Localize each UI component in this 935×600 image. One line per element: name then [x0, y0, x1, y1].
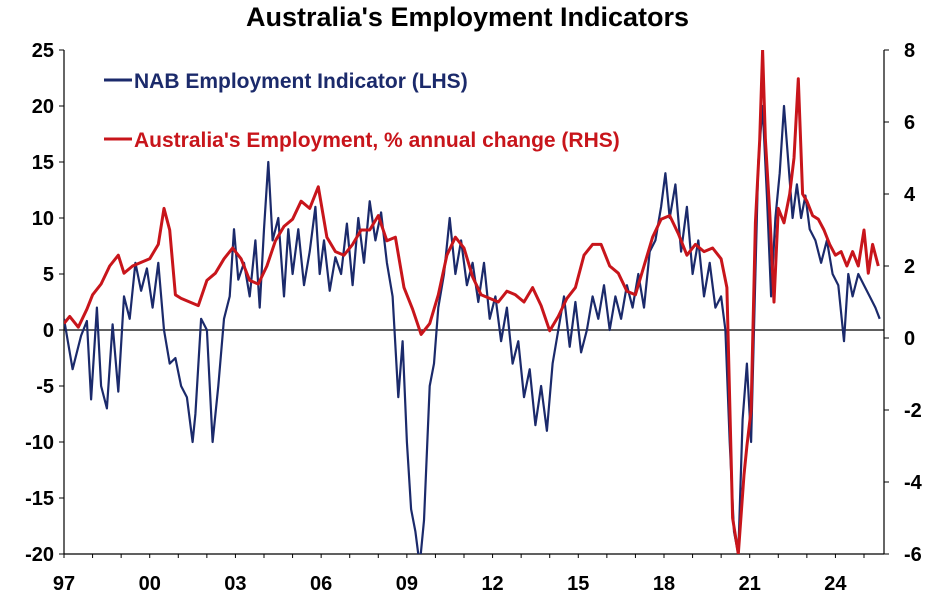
x-tick-label: 00	[139, 573, 161, 595]
left-tick-label: 5	[43, 264, 54, 286]
legend: NAB Employment Indicator (LHS) Australia'…	[104, 70, 620, 152]
right-tick-label: 4	[904, 184, 916, 206]
right-tick-label: -4	[904, 472, 923, 494]
right-tick-label: 8	[904, 40, 915, 62]
right-tick-label: 0	[904, 328, 915, 350]
left-tick-label: -20	[25, 544, 54, 566]
x-tick-label: 03	[224, 573, 246, 595]
left-tick-label: 0	[43, 320, 54, 342]
x-tick-label: 97	[53, 573, 75, 595]
x-tick-label: 15	[567, 573, 589, 595]
right-tick-label: -6	[904, 544, 922, 566]
series-line-employment	[64, 50, 880, 554]
chart-title: Australia's Employment Indicators	[245, 2, 690, 32]
left-tick-label: 20	[32, 96, 54, 118]
x-tick-label: 18	[653, 573, 675, 595]
left-tick-label: -10	[25, 432, 54, 454]
x-tick-label: 06	[310, 573, 332, 595]
x-tick-label: 24	[824, 573, 847, 595]
x-tick-label: 09	[396, 573, 418, 595]
x-tick-label: 21	[739, 573, 761, 595]
x-tick-label: 12	[481, 573, 503, 595]
legend-label: Australia's Employment, % annual change …	[134, 129, 620, 152]
legend-label: NAB Employment Indicator (LHS)	[134, 70, 468, 93]
left-tick-label: 25	[32, 40, 54, 62]
left-tick-label: 15	[32, 152, 54, 174]
right-tick-label: 6	[904, 112, 915, 134]
right-tick-label: 2	[904, 256, 915, 278]
left-tick-label: 10	[32, 208, 54, 230]
left-tick-label: -15	[25, 488, 54, 510]
left-tick-label: -5	[36, 376, 54, 398]
right-tick-label: -2	[904, 400, 922, 422]
series-lines	[64, 50, 881, 554]
